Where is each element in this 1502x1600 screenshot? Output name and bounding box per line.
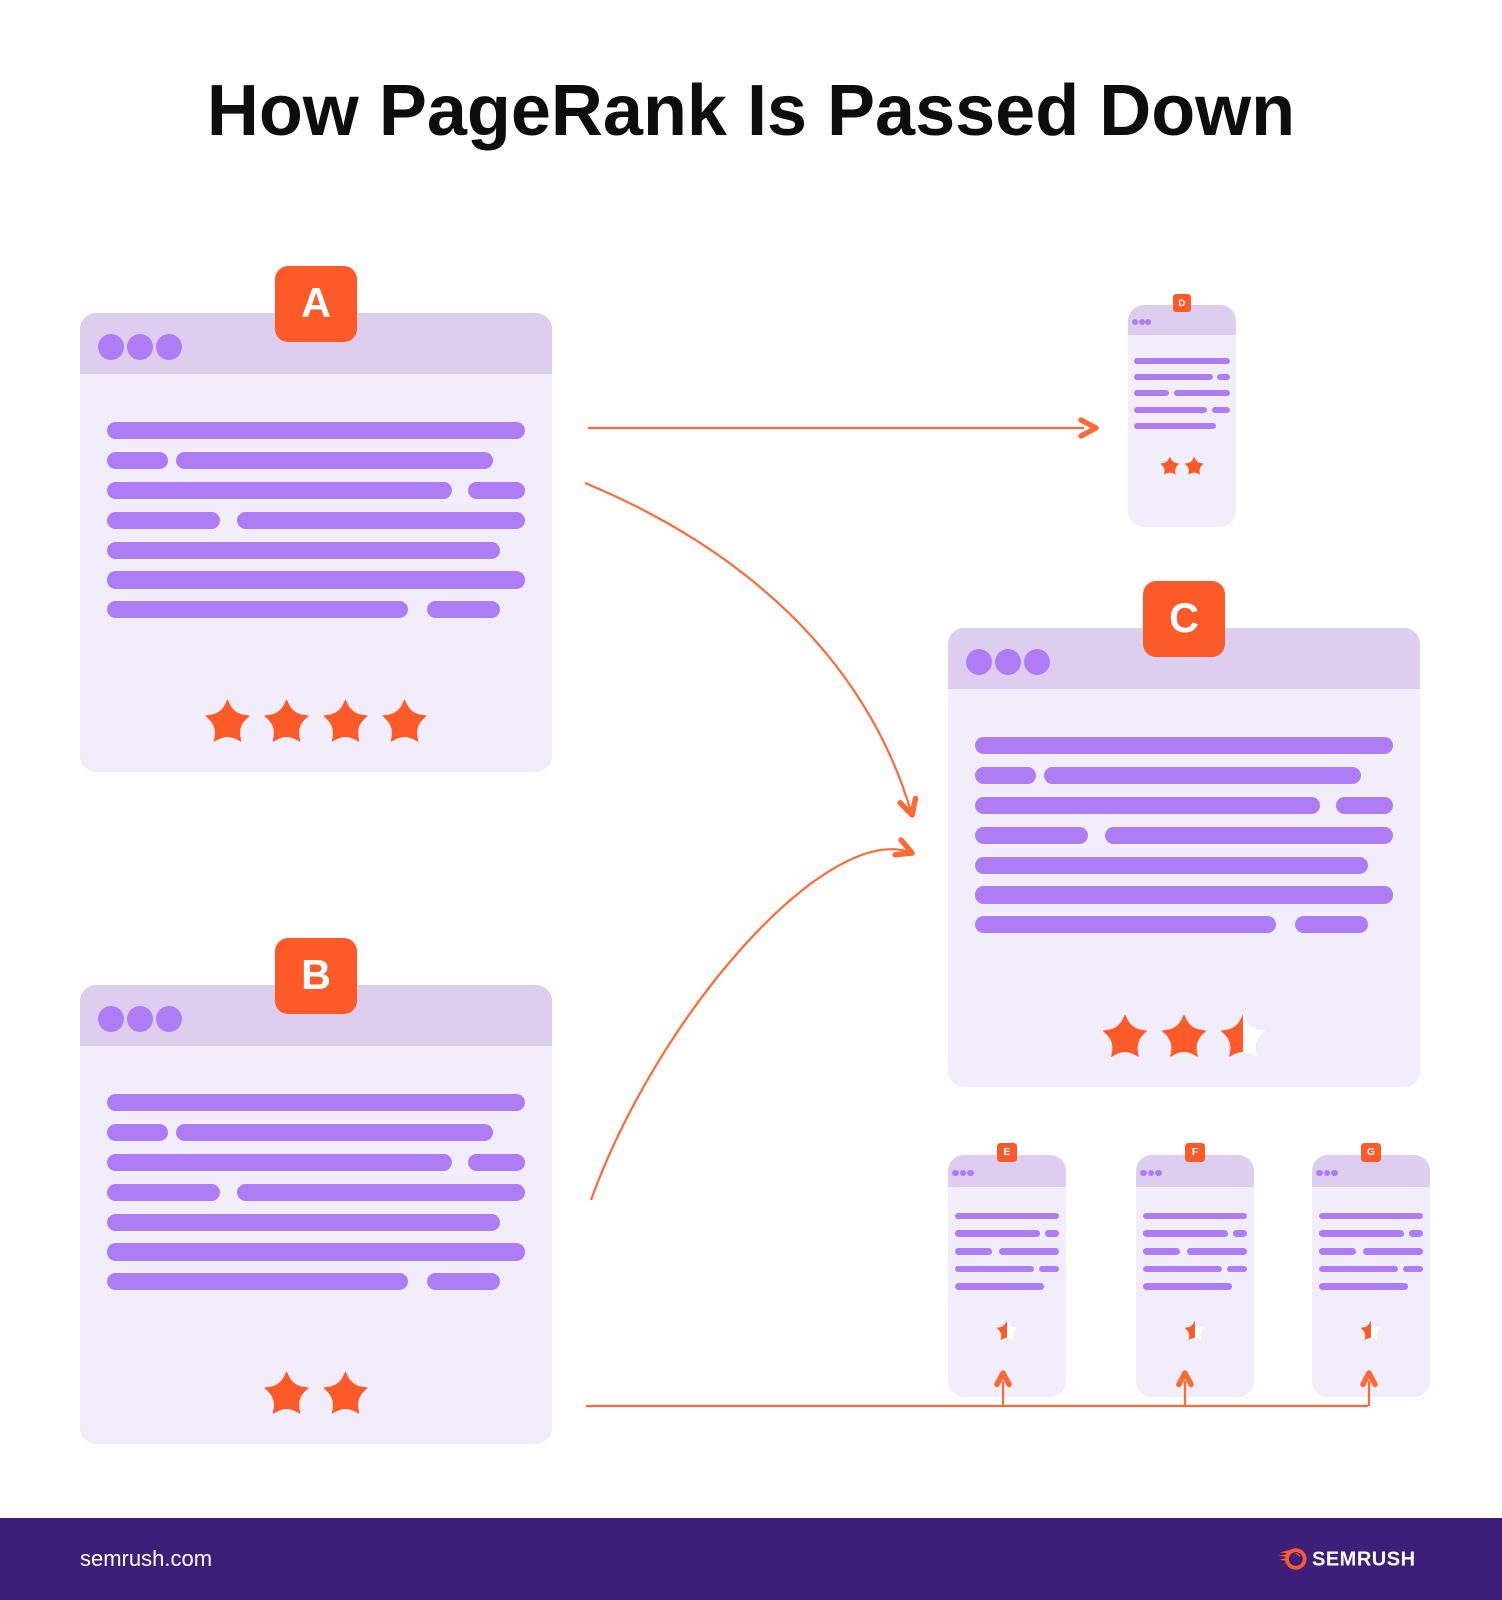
svg-text:SEMRUSH: SEMRUSH [1312,1549,1416,1571]
